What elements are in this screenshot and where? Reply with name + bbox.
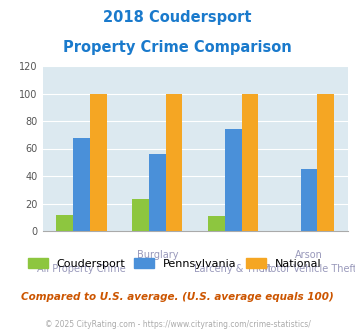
- Bar: [132, 199, 149, 231]
- Text: Larceny & Theft: Larceny & Theft: [194, 264, 272, 274]
- Bar: [225, 129, 241, 231]
- Bar: [317, 93, 334, 231]
- Text: Property Crime Comparison: Property Crime Comparison: [63, 40, 292, 54]
- Bar: [208, 216, 225, 231]
- Text: Motor Vehicle Theft: Motor Vehicle Theft: [262, 264, 355, 274]
- Bar: [166, 93, 182, 231]
- Text: All Property Crime: All Property Crime: [37, 264, 126, 274]
- Text: 2018 Coudersport: 2018 Coudersport: [103, 10, 252, 25]
- Text: Arson: Arson: [295, 250, 323, 260]
- Text: Compared to U.S. average. (U.S. average equals 100): Compared to U.S. average. (U.S. average …: [21, 292, 334, 302]
- Legend: Coudersport, Pennsylvania, National: Coudersport, Pennsylvania, National: [23, 254, 326, 273]
- Bar: [56, 214, 73, 231]
- Bar: [73, 138, 90, 231]
- Bar: [149, 154, 166, 231]
- Bar: [90, 93, 106, 231]
- Text: Burglary: Burglary: [137, 250, 178, 260]
- Bar: [241, 93, 258, 231]
- Bar: [301, 169, 317, 231]
- Text: © 2025 CityRating.com - https://www.cityrating.com/crime-statistics/: © 2025 CityRating.com - https://www.city…: [45, 320, 310, 329]
